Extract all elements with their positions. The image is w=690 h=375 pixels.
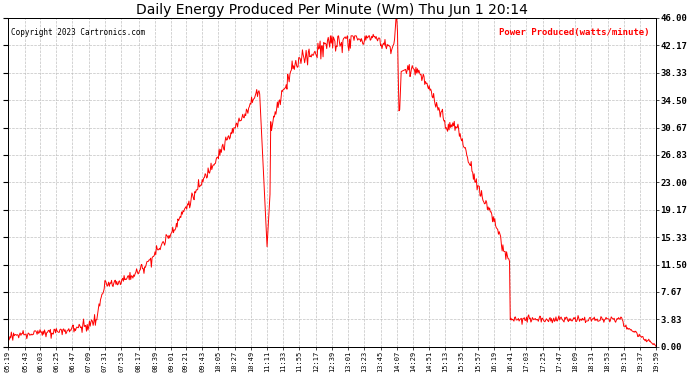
Title: Daily Energy Produced Per Minute (Wm) Thu Jun 1 20:14: Daily Energy Produced Per Minute (Wm) Th…	[136, 3, 528, 17]
Text: Copyright 2023 Cartronics.com: Copyright 2023 Cartronics.com	[11, 28, 145, 37]
Text: Power Produced(watts/minute): Power Produced(watts/minute)	[499, 28, 650, 37]
